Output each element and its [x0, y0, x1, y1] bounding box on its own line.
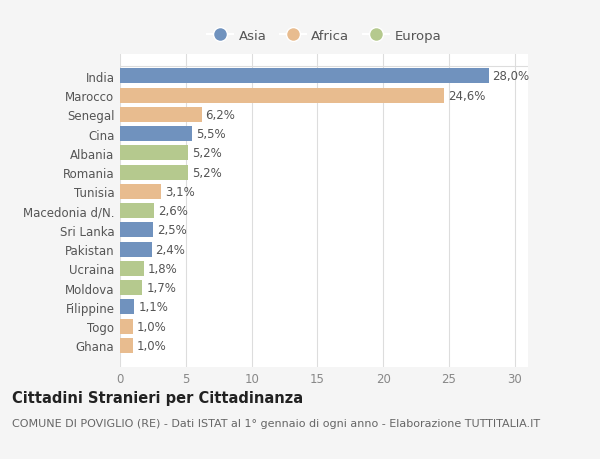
Text: 5,2%: 5,2%	[193, 147, 222, 160]
Bar	[120, 185, 161, 199]
Text: 2,5%: 2,5%	[157, 224, 187, 237]
Text: Cittadini Stranieri per Cittadinanza: Cittadini Stranieri per Cittadinanza	[12, 390, 303, 405]
Bar	[120, 204, 154, 218]
Bar	[120, 280, 142, 296]
Bar	[120, 223, 153, 238]
Text: 5,2%: 5,2%	[193, 166, 222, 179]
Text: 5,5%: 5,5%	[196, 128, 226, 141]
Text: COMUNE DI POVIGLIO (RE) - Dati ISTAT al 1° gennaio di ogni anno - Elaborazione T: COMUNE DI POVIGLIO (RE) - Dati ISTAT al …	[12, 418, 540, 428]
Bar	[120, 165, 188, 180]
Text: 2,6%: 2,6%	[158, 205, 188, 218]
Text: 6,2%: 6,2%	[206, 109, 235, 122]
Text: 1,7%: 1,7%	[146, 281, 176, 294]
Bar	[120, 261, 143, 276]
Bar	[120, 108, 202, 123]
Text: 2,4%: 2,4%	[155, 243, 185, 256]
Text: 1,1%: 1,1%	[139, 301, 169, 313]
Bar	[120, 69, 488, 84]
Text: 1,0%: 1,0%	[137, 339, 167, 352]
Bar	[120, 300, 134, 314]
Text: 24,6%: 24,6%	[448, 90, 485, 102]
Bar	[120, 338, 133, 353]
Text: 1,8%: 1,8%	[148, 262, 178, 275]
Text: 3,1%: 3,1%	[165, 185, 194, 198]
Bar	[120, 146, 188, 161]
Text: 1,0%: 1,0%	[137, 320, 167, 333]
Bar	[120, 242, 152, 257]
Text: 28,0%: 28,0%	[493, 70, 530, 83]
Bar	[120, 127, 193, 142]
Legend: Asia, Africa, Europa: Asia, Africa, Europa	[202, 24, 446, 48]
Bar	[120, 89, 444, 103]
Bar	[120, 319, 133, 334]
